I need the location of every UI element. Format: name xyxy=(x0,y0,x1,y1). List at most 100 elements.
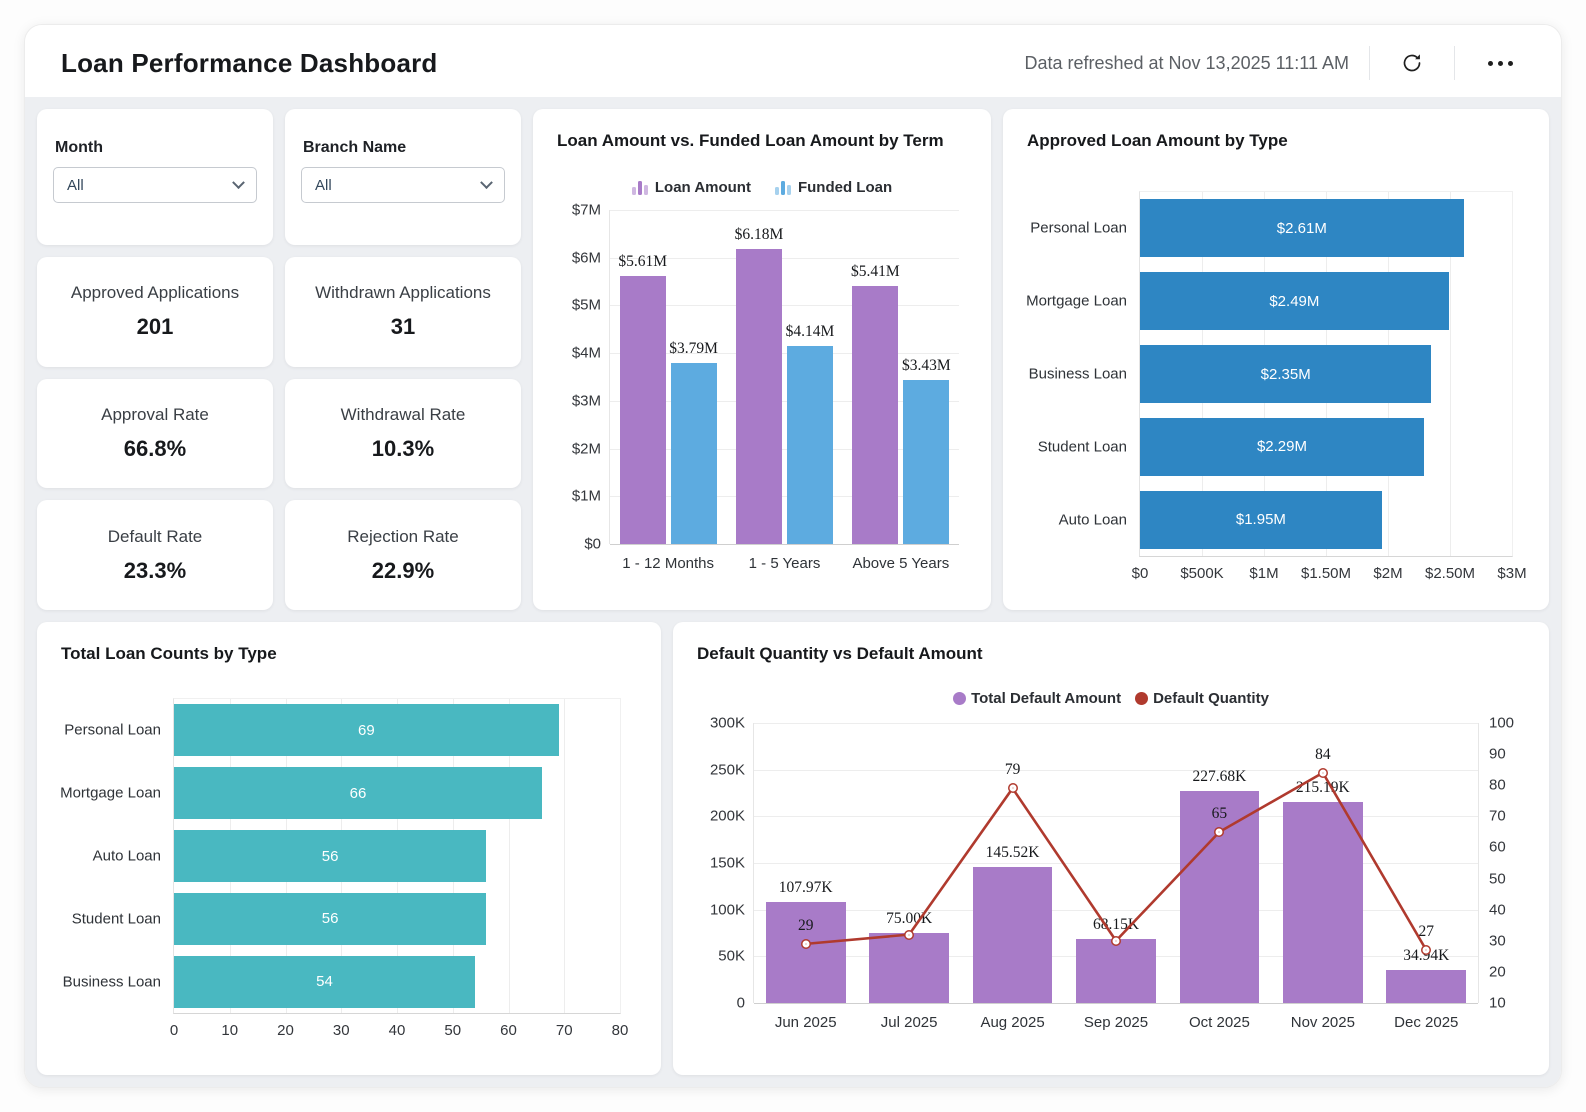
kpi-value: 66.8% xyxy=(123,435,187,461)
line-value-label: 29 xyxy=(797,916,814,934)
line-point-marker xyxy=(1009,784,1017,792)
kpi-label: Rejection Rate xyxy=(347,526,459,546)
x-axis-label: $1.50M xyxy=(1300,565,1352,582)
bar-value-label: $3.43M xyxy=(901,357,951,375)
legend-item-funded-loan[interactable]: Funded Loan xyxy=(774,179,892,196)
y-axis-label: $2M xyxy=(571,440,601,458)
combo-bar-line-plot: 300K 250K 200K 150K 100K 50K 0 100 90 80 70 60 50 40 3… xyxy=(710,715,1514,1032)
chart-legend: Total Default Amount Default Quantity xyxy=(697,690,1525,707)
bar-value-label: $4.14M xyxy=(785,323,835,341)
gridline xyxy=(754,723,1478,724)
bar-value-label: $2.35M xyxy=(1260,365,1311,383)
x-axis-label: Aug 2025 xyxy=(980,1014,1045,1031)
y-axis-label: $5M xyxy=(571,296,601,314)
legend-label: Total Default Amount xyxy=(971,690,1122,707)
ellipsis-icon xyxy=(1485,60,1515,66)
dashboard-header: Loan Performance Dashboard Data refreshe… xyxy=(25,25,1561,97)
chart-title: Loan Amount vs. Funded Loan Amount by Te… xyxy=(557,131,944,150)
bar-personal-loan: $2.61M xyxy=(1140,199,1464,258)
legend-item-default-quantity[interactable]: Default Quantity xyxy=(1135,690,1269,707)
bar-business-loan: 54 xyxy=(174,955,476,1008)
bar-value-label: 66 xyxy=(349,784,367,802)
chart-loan-vs-funded: Loan Amount vs. Funded Loan Amount by Te… xyxy=(533,109,991,610)
x-axis-label: 70 xyxy=(555,1022,573,1039)
grouped-bar-plot: $7M $6M $5M $4M $3M $2M $1M $0 $5.61M $6.18M $5.41… xyxy=(572,202,959,572)
branch-filter-select[interactable]: All xyxy=(301,167,505,203)
bar-loan-amount xyxy=(735,249,783,544)
refresh-button[interactable] xyxy=(1390,45,1434,81)
bar-student-loan: 56 xyxy=(174,892,487,945)
kpi-label: Withdrawn Applications xyxy=(315,283,491,303)
line-value-label: 65 xyxy=(1211,804,1228,822)
gridline xyxy=(564,699,566,1013)
x-axis-label: $2M xyxy=(1373,565,1403,582)
y-axis-label: Student Loan xyxy=(1037,438,1127,456)
bar-funded-loan xyxy=(670,363,717,544)
header-actions: Data refreshed at Nov 13,2025 11:11 AM xyxy=(1024,45,1525,81)
legend-item-loan-amount[interactable]: Loan Amount xyxy=(631,179,751,196)
bar-business-loan: $2.35M xyxy=(1140,345,1432,403)
legend-label: Default Quantity xyxy=(1153,690,1269,707)
gridline xyxy=(754,816,1478,818)
circle-icon xyxy=(1135,692,1149,705)
x-axis-label: $1M xyxy=(1249,565,1279,582)
gridline xyxy=(610,210,959,211)
line-value-label: 79 xyxy=(1004,761,1021,779)
y-axis-right-label: 60 xyxy=(1489,838,1506,856)
gridline xyxy=(754,863,1478,864)
gridline xyxy=(754,1003,1478,1004)
x-axis-label: 1 - 5 Years xyxy=(748,555,821,572)
chart-title: Default Quantity vs Default Amount xyxy=(697,644,983,663)
y-axis-left-label: 200K xyxy=(709,807,745,825)
branch-filter-value: All xyxy=(315,176,332,194)
bar-value-label: $1.95M xyxy=(1235,511,1286,529)
y-axis-left-label: 300K xyxy=(709,714,745,732)
gridline xyxy=(610,353,959,355)
kpi-value: 201 xyxy=(136,314,174,340)
y-axis-label: $7M xyxy=(571,201,601,219)
gridline xyxy=(610,448,959,450)
y-axis-label: Business Loan xyxy=(62,973,161,991)
y-axis-label: $1M xyxy=(571,487,601,505)
month-filter-card: Month All xyxy=(37,109,273,245)
horizontal-bar-plot: 0 10 20 30 40 50 60 70 80 69 Personal Loan 66 Mortga… xyxy=(60,698,628,1039)
y-axis-right-label: 40 xyxy=(1489,901,1506,919)
bar-value-label: 75.00K xyxy=(886,910,933,927)
more-options-button[interactable] xyxy=(1475,55,1525,72)
bar-value-label: 227.68K xyxy=(1192,767,1247,785)
bar-sep-2025 xyxy=(1076,939,1156,1003)
bar-funded-loan xyxy=(903,380,950,544)
bar-value-label: 215.19K xyxy=(1295,779,1350,797)
x-axis-label: 10 xyxy=(221,1022,239,1039)
bar-value-label: 56 xyxy=(321,910,339,928)
y-axis-label: $0 xyxy=(584,535,601,553)
x-axis-label: 50 xyxy=(444,1022,462,1039)
bar-funded-loan xyxy=(786,346,833,544)
legend-item-total-default-amount[interactable]: Total Default Amount xyxy=(953,690,1121,707)
bar-value-label: $5.41M xyxy=(851,262,900,280)
y-axis-label: $6M xyxy=(571,249,601,267)
y-axis-left-label: 150K xyxy=(709,854,745,872)
chart-total-loan-counts: Total Loan Counts by Type 0 10 20 30 40 50 60 7… xyxy=(37,622,661,1075)
x-axis-label: Oct 2025 xyxy=(1188,1014,1250,1031)
y-axis-right-label: 80 xyxy=(1489,776,1506,794)
kpi-rejection-rate: Rejection Rate 22.9% xyxy=(285,500,521,610)
bar-value-label: 69 xyxy=(357,721,375,739)
bar-value-label: $2.49M xyxy=(1269,292,1320,310)
y-axis-label: Personal Loan xyxy=(1030,219,1127,237)
y-axis-label: Personal Loan xyxy=(64,721,161,739)
month-filter-select[interactable]: All xyxy=(53,167,257,203)
x-axis-label: 40 xyxy=(388,1022,406,1039)
chart-default-quantity-vs-amount: Default Quantity vs Default Amount Total… xyxy=(673,622,1549,1075)
gridline xyxy=(754,909,1478,911)
kpi-label: Approved Applications xyxy=(70,283,240,303)
y-axis-label: Student Loan xyxy=(71,910,161,928)
x-axis-label: $2.50M xyxy=(1424,565,1476,582)
y-axis-left-label: 50K xyxy=(718,947,745,965)
bar-value-label: 56 xyxy=(321,847,339,865)
x-axis-label: Jun 2025 xyxy=(774,1014,837,1031)
gridline xyxy=(508,699,510,1013)
gridline xyxy=(610,496,959,498)
x-axis-label: $500K xyxy=(1180,565,1224,582)
bar-auto-loan: 56 xyxy=(174,830,487,882)
